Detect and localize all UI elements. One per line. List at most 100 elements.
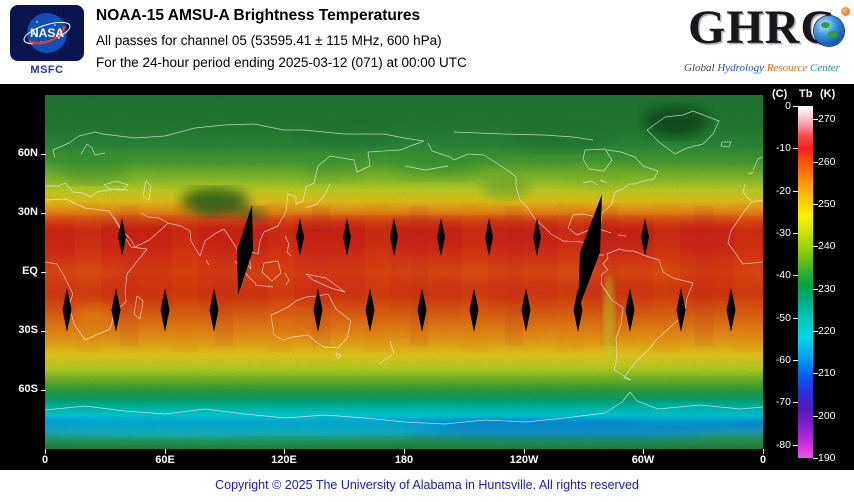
lat-label: EQ (22, 265, 38, 277)
data-gap (578, 194, 602, 310)
cbar-label-k: 190 (818, 452, 836, 464)
lon-tick (404, 449, 405, 454)
lat-tick (41, 213, 46, 214)
data-gap (160, 288, 170, 332)
copyright-text: Copyright © 2025 The University of Alaba… (215, 478, 639, 492)
lat-tick (41, 154, 46, 155)
ghrc-logo[interactable]: GHRC Global Hydrology Resource Center (676, 0, 850, 82)
nasa-logo[interactable]: NASA (10, 5, 84, 61)
ghrc-logo-text: GHRC (688, 1, 836, 54)
cbar-tick-k (813, 415, 818, 417)
colorbar (798, 106, 813, 458)
cbar-label-c: -80 (775, 438, 791, 451)
data-gap (485, 218, 493, 256)
colorbar-unit-c: (C) (772, 88, 788, 100)
msfc-label: MSFC (30, 64, 64, 76)
ghrc-tagline-word: Global (684, 62, 715, 74)
cbar-tick-k (813, 373, 818, 375)
lat-tick (41, 331, 46, 332)
data-gaps-layer (62, 194, 736, 332)
cbar-tick-k (813, 204, 818, 205)
lon-label: 180 (394, 454, 414, 466)
cbar-label-k: 240 (818, 240, 836, 253)
cbar-tick-k (813, 331, 818, 332)
cbar-label-c: -60 (775, 353, 791, 366)
cbar-tick-k (813, 458, 818, 459)
data-gap (390, 218, 398, 256)
lat-tick (41, 272, 46, 273)
cbar-tick-k (813, 288, 818, 290)
colorbar-unit-tb: Tb (799, 88, 813, 100)
cbar-label-k: 260 (818, 155, 836, 168)
map-visualization: (C) Tb (K) 60N 30N EQ 30S 60S 0 60E 120E 180 120W… (0, 84, 854, 470)
data-gap (237, 205, 253, 295)
data-gap (343, 218, 351, 256)
cbar-label-c: -10 (775, 142, 791, 155)
data-gap (209, 288, 219, 332)
data-gap (437, 218, 445, 256)
cbar-label-c: -20 (775, 184, 791, 197)
nasa-meatball-icon: NASA (23, 13, 71, 53)
cbar-tick-c (793, 402, 798, 404)
data-gap (111, 288, 121, 332)
cbar-label-k: 230 (818, 282, 836, 295)
lon-tick (165, 449, 166, 454)
lat-tick (41, 390, 46, 391)
cbar-label-c: -70 (775, 396, 791, 409)
cbar-tick-c (793, 190, 798, 192)
cbar-tick-k (813, 246, 818, 248)
data-gap (365, 288, 375, 332)
data-gap (296, 218, 304, 256)
lat-label: 60N (17, 147, 38, 159)
cbar-tick-c (793, 444, 798, 446)
cbar-tick-k (813, 161, 818, 163)
ghrc-tagline-word: Hydrology (714, 62, 764, 74)
cbar-label-c: 0 (785, 100, 791, 112)
lon-tick (643, 449, 644, 454)
data-gap (417, 288, 427, 332)
lon-label: 120W (509, 454, 539, 466)
title-block: NOAA-15 AMSU-A Brightness Temperatures A… (96, 7, 467, 77)
cbar-label-c: -40 (775, 269, 791, 282)
colorbar-unit-k: (K) (820, 88, 836, 100)
nasa-logo-text: NASA (30, 26, 64, 40)
map-canvas (0, 84, 770, 470)
cbar-tick-c (793, 106, 798, 107)
lat-label: 60S (18, 383, 38, 395)
ghrc-tagline: Global Hydrology Resource Center (676, 62, 848, 74)
footer: Copyright © 2025 The University of Alaba… (0, 470, 854, 502)
header: NASA MSFC NOAA-15 AMSU-A Brightness Temp… (0, 0, 854, 84)
cbar-label-k: 200 (818, 409, 836, 422)
coastlines-layer (45, 110, 763, 425)
lon-label: 0 (41, 454, 49, 466)
cbar-label-c: -30 (775, 226, 791, 239)
cbar-label-k: 250 (818, 198, 836, 210)
lon-tick (45, 449, 46, 454)
data-gap (118, 218, 126, 256)
data-gap (469, 288, 479, 332)
data-gap (676, 288, 686, 332)
lon-label: 60W (631, 454, 655, 466)
cbar-tick-c (793, 148, 798, 150)
ghrc-tagline-word: Resource (763, 62, 808, 74)
data-gap (641, 218, 649, 256)
lat-label: 30S (18, 324, 38, 336)
cbar-tick-c (793, 232, 798, 234)
data-gap (625, 288, 635, 332)
lon-tick (284, 449, 285, 454)
data-gap (313, 288, 323, 332)
data-grain-texture (45, 95, 763, 449)
cbar-label-k: 270 (818, 113, 836, 126)
lon-label: 0 (759, 454, 767, 466)
cbar-label-k: 220 (818, 325, 836, 337)
cbar-tick-c (793, 275, 798, 277)
lat-label: 30N (17, 206, 38, 218)
data-gap (62, 288, 72, 332)
lon-tick (524, 449, 525, 454)
ghrc-globe-icon (814, 16, 844, 46)
lon-label: 120E (271, 454, 297, 466)
lon-label: 60E (155, 454, 175, 466)
ghrc-tagline-word: Center (807, 62, 840, 74)
data-gap (533, 218, 541, 256)
